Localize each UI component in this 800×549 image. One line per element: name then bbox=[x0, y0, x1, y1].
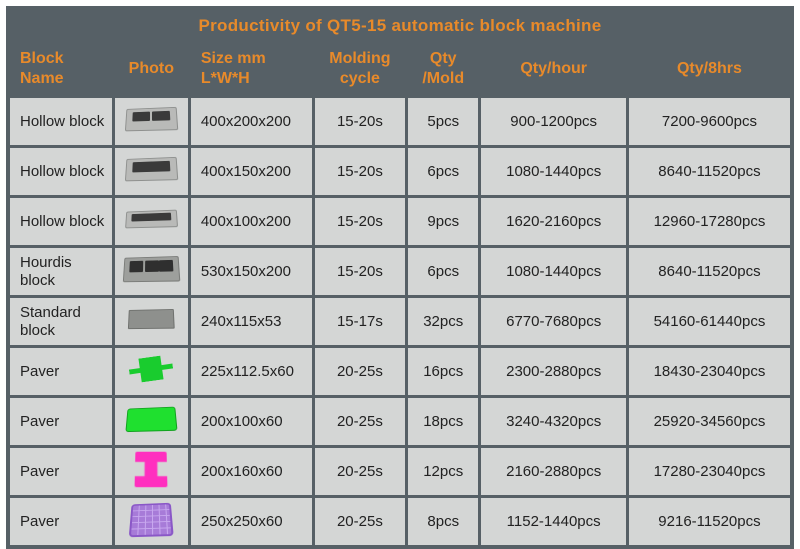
cell-cycle: 20-25s bbox=[315, 498, 405, 545]
hollow-block-icon bbox=[125, 107, 178, 132]
cell-cycle: 20-25s bbox=[315, 398, 405, 445]
table-body: Hollow block400x200x20015-20s5pcs900-120… bbox=[10, 98, 790, 545]
cell-hour: 3240-4320pcs bbox=[481, 398, 625, 445]
cell-size: 200x100x60 bbox=[191, 398, 312, 445]
cell-qty: 6pcs bbox=[408, 148, 478, 195]
cell-8hrs: 25920-34560pcs bbox=[629, 398, 790, 445]
cell-photo bbox=[115, 248, 188, 295]
cell-photo bbox=[115, 398, 188, 445]
cell-name: Paver bbox=[10, 348, 112, 395]
hourdis-block-icon bbox=[123, 256, 181, 282]
cell-hour: 2300-2880pcs bbox=[481, 348, 625, 395]
paver-rect-icon bbox=[126, 407, 178, 433]
table-row: Hourdis block 530x150x20015-20s6pcs1080-1… bbox=[10, 248, 790, 295]
cell-size: 225x112.5x60 bbox=[191, 348, 312, 395]
cell-size: 250x250x60 bbox=[191, 498, 312, 545]
cell-8hrs: 8640-11520pcs bbox=[629, 248, 790, 295]
cell-size: 240x115x53 bbox=[191, 298, 312, 345]
table-row: Paver 250x250x6020-25s8pcs1152-1440pcs921… bbox=[10, 498, 790, 545]
cell-cycle: 15-20s bbox=[315, 98, 405, 145]
cell-hour: 900-1200pcs bbox=[481, 98, 625, 145]
cell-photo bbox=[115, 198, 188, 245]
cell-qty: 18pcs bbox=[408, 398, 478, 445]
paver-zigzag-icon bbox=[127, 355, 175, 383]
table-row: Hollow block 400x100x20015-20s9pcs1620-21… bbox=[10, 198, 790, 245]
paver-square-icon bbox=[129, 503, 174, 537]
table-row: Paver 225x112.5x6020-25s16pcs2300-2880pcs… bbox=[10, 348, 790, 395]
cell-cycle: 15-20s bbox=[315, 198, 405, 245]
cell-8hrs: 8640-11520pcs bbox=[629, 148, 790, 195]
cell-photo bbox=[115, 498, 188, 545]
cell-size: 400x150x200 bbox=[191, 148, 312, 195]
hollow-block-icon bbox=[125, 157, 178, 182]
cell-8hrs: 18430-23040pcs bbox=[629, 348, 790, 395]
cell-photo bbox=[115, 348, 188, 395]
standard-block-icon bbox=[128, 309, 175, 329]
cell-hour: 2160-2880pcs bbox=[481, 448, 625, 495]
cell-hour: 1080-1440pcs bbox=[481, 248, 625, 295]
cell-hour: 6770-7680pcs bbox=[481, 298, 625, 345]
table-title: Productivity of QT5-15 automatic block m… bbox=[10, 10, 790, 40]
cell-cycle: 15-20s bbox=[315, 248, 405, 295]
cell-photo bbox=[115, 448, 188, 495]
col-header-hour: Qty/hour bbox=[481, 43, 625, 95]
table-row: Hollow block 400x200x20015-20s5pcs900-120… bbox=[10, 98, 790, 145]
cell-name: Hollow block bbox=[10, 198, 112, 245]
cell-photo bbox=[115, 298, 188, 345]
cell-hour: 1620-2160pcs bbox=[481, 198, 625, 245]
cell-qty: 6pcs bbox=[408, 248, 478, 295]
cell-cycle: 20-25s bbox=[315, 348, 405, 395]
cell-qty: 9pcs bbox=[408, 198, 478, 245]
cell-cycle: 15-17s bbox=[315, 298, 405, 345]
table-row: Hollow block 400x150x20015-20s6pcs1080-14… bbox=[10, 148, 790, 195]
cell-qty: 5pcs bbox=[408, 98, 478, 145]
cell-8hrs: 12960-17280pcs bbox=[629, 198, 790, 245]
cell-cycle: 15-20s bbox=[315, 148, 405, 195]
col-header-qty: Qty/Mold bbox=[408, 43, 478, 95]
cell-name: Paver bbox=[10, 448, 112, 495]
col-header-size: Size mmL*W*H bbox=[191, 43, 312, 95]
cell-size: 530x150x200 bbox=[191, 248, 312, 295]
col-header-name: Block Name bbox=[10, 43, 112, 95]
cell-name: Paver bbox=[10, 498, 112, 545]
cell-8hrs: 7200-9600pcs bbox=[629, 98, 790, 145]
cell-name: Hollow block bbox=[10, 148, 112, 195]
cell-name: Hollow block bbox=[10, 98, 112, 145]
cell-hour: 1080-1440pcs bbox=[481, 148, 625, 195]
cell-name: Standardblock bbox=[10, 298, 112, 345]
cell-hour: 1152-1440pcs bbox=[481, 498, 625, 545]
cell-qty: 16pcs bbox=[408, 348, 478, 395]
cell-8hrs: 54160-61440pcs bbox=[629, 298, 790, 345]
cell-cycle: 20-25s bbox=[315, 448, 405, 495]
paver-ibone-icon bbox=[135, 451, 167, 487]
cell-size: 400x100x200 bbox=[191, 198, 312, 245]
col-header-8hrs: Qty/8hrs bbox=[629, 43, 790, 95]
table-title-row: Productivity of QT5-15 automatic block m… bbox=[10, 10, 790, 40]
cell-8hrs: 9216-11520pcs bbox=[629, 498, 790, 545]
cell-qty: 12pcs bbox=[408, 448, 478, 495]
cell-qty: 8pcs bbox=[408, 498, 478, 545]
cell-name: Hourdis block bbox=[10, 248, 112, 295]
col-header-cycle: Moldingcycle bbox=[315, 43, 405, 95]
cell-photo bbox=[115, 148, 188, 195]
productivity-table: Productivity of QT5-15 automatic block m… bbox=[6, 6, 794, 549]
cell-8hrs: 17280-23040pcs bbox=[629, 448, 790, 495]
cell-qty: 32pcs bbox=[408, 298, 478, 345]
cell-photo bbox=[115, 98, 188, 145]
cell-name: Paver bbox=[10, 398, 112, 445]
hollow-block-icon bbox=[125, 210, 178, 229]
table-row: Standardblock 240x115x5315-17s32pcs6770-7… bbox=[10, 298, 790, 345]
cell-size: 400x200x200 bbox=[191, 98, 312, 145]
col-header-photo: Photo bbox=[115, 43, 188, 95]
cell-size: 200x160x60 bbox=[191, 448, 312, 495]
table-row: Paver 200x160x6020-25s12pcs2160-2880pcs17… bbox=[10, 448, 790, 495]
table-row: Paver 200x100x6020-25s18pcs3240-4320pcs25… bbox=[10, 398, 790, 445]
table-header-row: Block Name Photo Size mmL*W*H Moldingcyc… bbox=[10, 43, 790, 95]
